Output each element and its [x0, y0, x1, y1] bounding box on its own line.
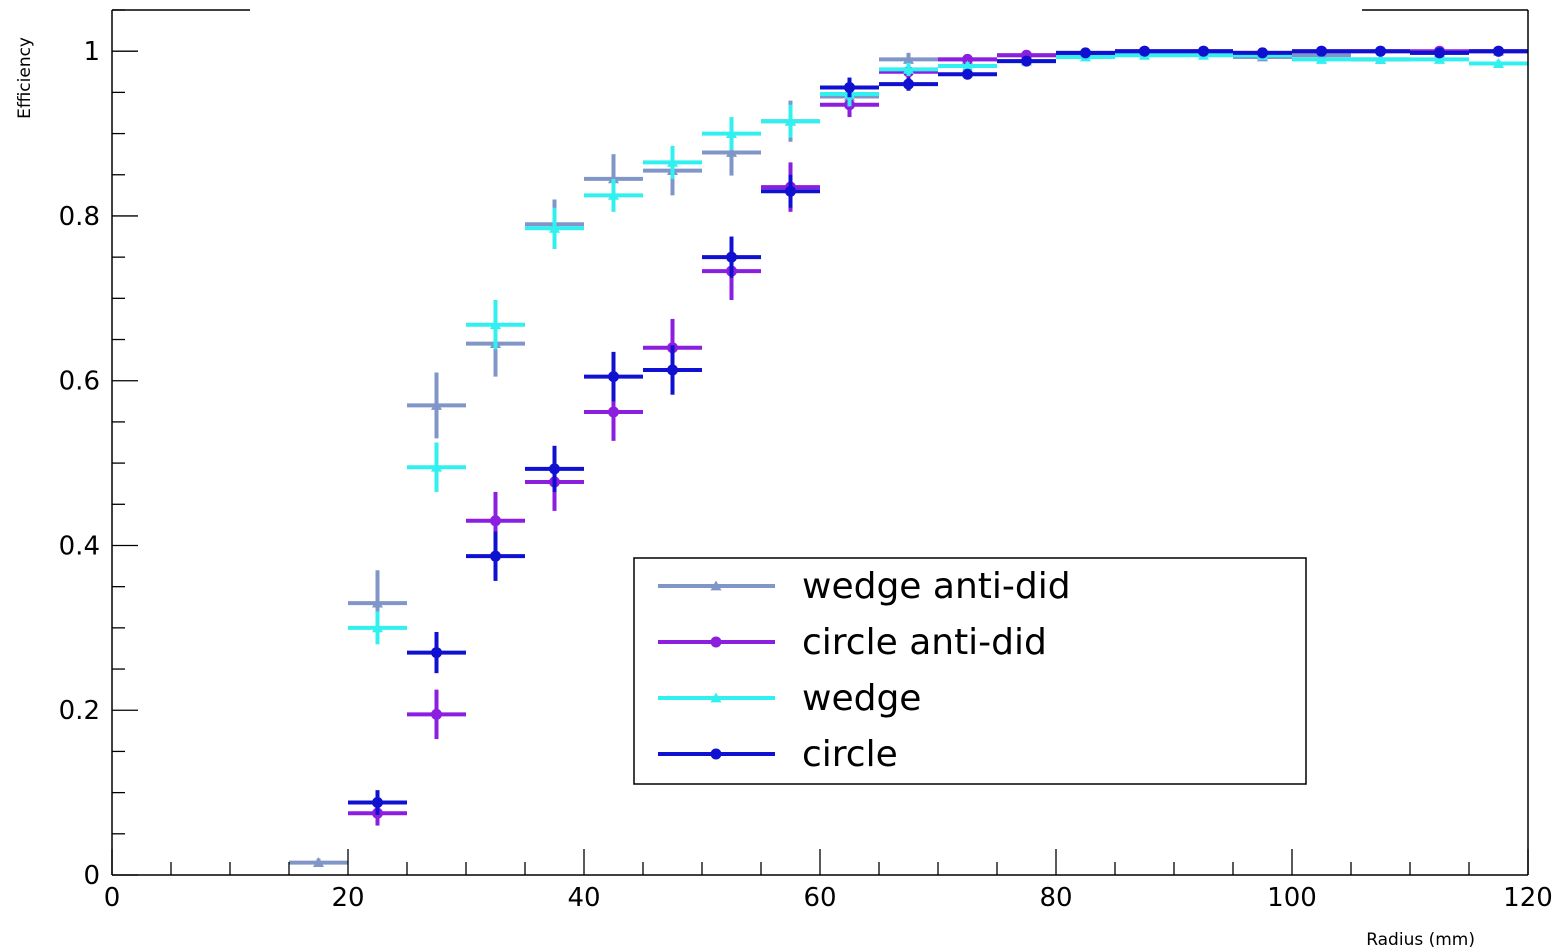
data-point: [1434, 53, 1445, 64]
data-point: [1021, 55, 1032, 67]
data-point: [549, 463, 560, 475]
series-layer: [289, 45, 1528, 868]
y-tick-label: 0.8: [59, 202, 100, 232]
legend-label: wedge anti-did: [802, 566, 1071, 607]
legend: wedge anti-did circle anti-did wedge circle: [633, 557, 1307, 785]
legend-label: circle: [802, 734, 898, 775]
data-point: [785, 115, 796, 126]
data-point: [1434, 47, 1445, 59]
axis-ticks: [111, 9, 1529, 876]
data-point: [1316, 45, 1327, 57]
legend-swatch-marker: [710, 636, 722, 648]
data-point: [372, 797, 383, 809]
data-point: [667, 156, 678, 167]
y-tick-label: 0: [83, 861, 100, 891]
series-circle: [348, 45, 1528, 815]
data-point: [608, 173, 619, 184]
data-point: [1080, 47, 1091, 59]
data-point: [1257, 47, 1268, 59]
legend-label: circle anti-did: [802, 622, 1047, 663]
data-point: [431, 708, 442, 720]
legend-entries: wedge anti-did circle anti-did wedge circle: [658, 566, 1071, 775]
x-tick-label: 60: [803, 883, 836, 913]
x-tick-label: 40: [567, 883, 600, 913]
legend-swatch-marker: [710, 580, 722, 591]
x-tick-label: 0: [104, 883, 121, 913]
data-point: [1316, 53, 1327, 64]
data-point: [726, 147, 737, 157]
data-point: [1375, 45, 1386, 57]
data-point: [490, 515, 501, 527]
data-point: [726, 128, 737, 138]
data-point: [1139, 45, 1150, 57]
x-tick-label: 80: [1039, 883, 1072, 913]
y-tick-label: 0.4: [59, 531, 100, 561]
data-point: [667, 364, 678, 376]
data-point: [372, 622, 383, 633]
data-point: [903, 53, 914, 64]
data-point: [608, 189, 619, 200]
axis-tick-labels: 0 20 40 60 80 100 120 0 0.2 0.4 0.6 0.8 1: [59, 37, 1553, 913]
legend-swatch-marker: [710, 692, 722, 703]
legend-swatch-marker: [710, 748, 722, 760]
data-point: [313, 857, 324, 868]
x-axis-title: Radius (mm): [1366, 930, 1475, 950]
data-point: [431, 461, 442, 472]
data-point: [903, 63, 914, 74]
y-tick-label: 0.6: [59, 367, 100, 397]
x-tick-label: 20: [331, 883, 364, 913]
legend-label: wedge: [802, 678, 921, 719]
data-point: [608, 406, 619, 418]
x-tick-label: 120: [1503, 883, 1553, 913]
legend-entry: wedge: [658, 678, 921, 719]
data-point: [549, 222, 560, 233]
data-point: [785, 185, 796, 197]
legend-box: [633, 557, 1307, 785]
data-point: [903, 78, 914, 90]
legend-entry: wedge anti-did: [658, 566, 1071, 607]
legend-entry: circle anti-did: [658, 622, 1047, 663]
data-point: [1493, 58, 1504, 68]
data-point: [490, 550, 501, 562]
legend-entry: circle: [658, 734, 898, 775]
y-axis-title: Efficiency: [15, 37, 35, 119]
data-point: [608, 371, 619, 383]
y-tick-label: 0.2: [59, 696, 100, 726]
data-point: [1493, 45, 1504, 57]
data-point: [844, 81, 855, 93]
data-point: [1198, 45, 1209, 57]
x-tick-label: 100: [1267, 883, 1317, 913]
data-point: [962, 68, 973, 80]
data-point: [962, 60, 973, 71]
data-point: [431, 399, 442, 410]
data-point: [962, 53, 973, 65]
y-tick-label: 1: [83, 37, 100, 67]
data-point: [726, 251, 737, 263]
data-point: [490, 319, 501, 330]
data-point: [1375, 53, 1386, 64]
data-point: [431, 647, 442, 659]
data-point: [372, 597, 383, 608]
